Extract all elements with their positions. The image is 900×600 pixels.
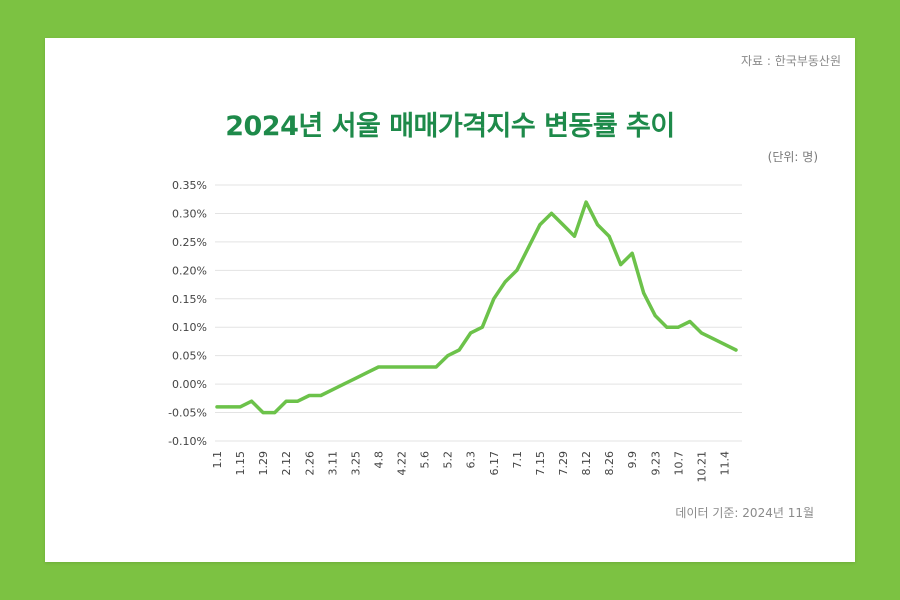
data-point xyxy=(400,365,403,369)
x-tick-label: 3.11 xyxy=(326,451,339,476)
data-point xyxy=(584,200,588,204)
data-point xyxy=(353,376,357,380)
x-tick-label: 7.15 xyxy=(534,451,547,476)
data-point xyxy=(250,399,254,403)
x-tick-label: 1.29 xyxy=(257,451,270,476)
x-tick-label: 10.7 xyxy=(672,451,685,476)
data-point xyxy=(273,411,277,415)
data-point xyxy=(619,263,623,267)
chart-title: 2024년 서울 매매가격지수 변동률 추이 xyxy=(225,111,675,142)
data-point xyxy=(734,348,738,352)
x-axis: 1.1 1.15 1.29 2.12 2.26 3.11 3.25 4.8 4.22 5.6 5.2… xyxy=(211,451,731,483)
data-point xyxy=(215,405,219,409)
data-point xyxy=(261,411,265,415)
chart-card: 자료 : 한국부동산원 2024년 서울 매매가격지수 변동률 추이 (단위: … xyxy=(45,38,855,562)
data-point xyxy=(446,354,450,358)
x-tick-label: 4.22 xyxy=(396,451,409,476)
x-tick-label: 2.26 xyxy=(303,451,316,476)
data-point xyxy=(676,325,680,329)
data-point xyxy=(711,337,715,341)
data-point xyxy=(561,223,565,227)
data-point xyxy=(630,251,634,255)
x-tick-label: 5.2 xyxy=(442,451,455,469)
data-point xyxy=(457,348,461,352)
data-point xyxy=(480,325,484,329)
data-point xyxy=(699,331,703,335)
x-tick-label: 8.26 xyxy=(603,451,616,476)
data-point xyxy=(238,405,242,409)
data-point xyxy=(330,388,334,392)
data-point xyxy=(365,371,369,375)
data-point xyxy=(307,394,311,397)
x-tick-label: 7.1 xyxy=(511,451,524,469)
y-tick-label: 0.15% xyxy=(172,293,207,306)
x-tick-label: 5.6 xyxy=(419,451,432,469)
data-point xyxy=(596,223,600,227)
data-point xyxy=(573,234,576,238)
data-point xyxy=(296,399,300,403)
x-tick-label: 6.17 xyxy=(488,451,501,476)
data-point xyxy=(388,365,392,369)
x-tick-label: 6.3 xyxy=(465,451,478,469)
data-point xyxy=(284,399,288,403)
data-point xyxy=(526,246,530,250)
y-tick-label: -0.10% xyxy=(168,435,207,448)
x-tick-label: 10.21 xyxy=(695,451,708,483)
data-point xyxy=(515,268,519,272)
y-axis: 0.35% 0.30% 0.25% 0.20% 0.15% 0.10% 0.05% 0.00%… xyxy=(168,179,207,448)
data-point xyxy=(227,405,230,409)
data-point xyxy=(642,291,646,295)
y-tick-label: -0.05% xyxy=(168,407,207,420)
data-point xyxy=(550,211,553,215)
x-tick-label: 1.1 xyxy=(211,451,224,469)
x-tick-label: 4.8 xyxy=(372,451,385,469)
data-point xyxy=(607,234,611,238)
data-point xyxy=(492,297,496,301)
x-tick-label: 8.12 xyxy=(580,451,593,476)
y-tick-label: 0.05% xyxy=(172,350,207,363)
y-tick-label: 0.30% xyxy=(172,207,207,220)
y-tick-label: 0.10% xyxy=(172,321,207,334)
x-tick-label: 11.4 xyxy=(718,451,731,476)
y-tick-label: 0.25% xyxy=(172,236,207,249)
x-tick-label: 3.25 xyxy=(349,451,362,476)
data-point xyxy=(653,314,657,318)
data-basis-label: 데이터 기준: 2024년 11월 xyxy=(675,506,814,520)
data-point xyxy=(434,365,438,369)
series-layer xyxy=(215,200,738,415)
series-line xyxy=(215,200,738,415)
data-point xyxy=(342,382,346,386)
data-point xyxy=(665,325,669,329)
x-tick-label: 1.15 xyxy=(234,451,247,476)
x-tick-label: 2.12 xyxy=(280,451,293,476)
data-point xyxy=(423,365,427,369)
x-tick-label: 9.23 xyxy=(649,451,662,476)
data-point xyxy=(723,342,726,346)
data-point xyxy=(469,331,473,335)
data-point xyxy=(377,365,380,369)
y-tick-label: 0.35% xyxy=(172,179,207,192)
y-tick-label: 0.20% xyxy=(172,264,207,277)
y-tick-label: 0.00% xyxy=(172,378,207,391)
unit-label: (단위: 명) xyxy=(767,150,818,164)
line-chart: 0.35% 0.30% 0.25% 0.20% 0.15% 0.10% 0.05% 0.00%… xyxy=(168,179,742,483)
data-point xyxy=(411,365,415,369)
data-point xyxy=(503,280,507,284)
data-point xyxy=(319,394,323,397)
x-tick-label: 9.9 xyxy=(626,451,639,469)
data-point xyxy=(688,320,692,323)
data-point xyxy=(538,223,542,227)
x-tick-label: 7.29 xyxy=(557,451,570,476)
source-label: 자료 : 한국부동산원 xyxy=(741,54,841,68)
